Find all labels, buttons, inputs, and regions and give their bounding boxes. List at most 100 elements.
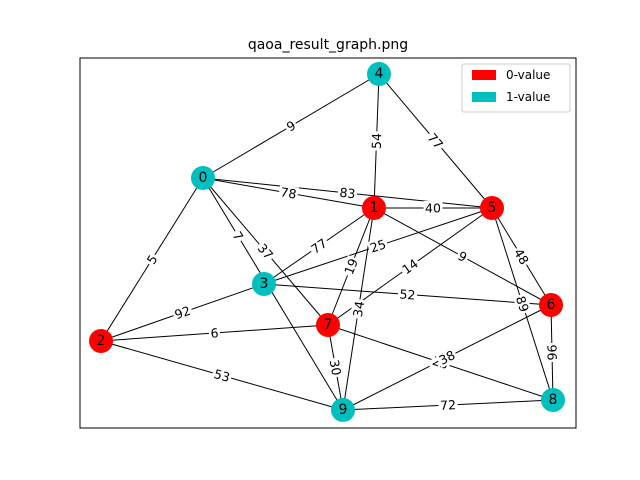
edge-weight-group-6-9: 38 [435,346,459,369]
edge-weight-1-3: 77 [308,235,330,256]
edge-weight-1-9: 34 [350,300,367,318]
edge-weight-4-5: 77 [425,130,447,152]
legend-swatch-1-value [472,92,496,102]
edge-weight-2-7: 6 [210,325,219,341]
edge-weight-group-0-5: 83 [337,185,358,202]
node-5 [480,196,504,220]
edge-weight-bg-2-7 [208,325,221,341]
edge-weight-bg-0-7 [254,239,277,264]
edge-weight-bg-5-7 [398,255,422,278]
edge-weight-group-1-3: 77 [307,234,331,258]
edge-weight-group-2-9: 53 [210,366,234,385]
edge-weight-0-5: 83 [339,185,356,202]
edge-weight-bg-0-2 [143,251,161,268]
edge-weight-group-0-4: 9 [282,117,300,135]
node-6 [539,293,563,317]
edge-weight-bg-6-8 [544,342,560,363]
edge-weight-bg-3-6 [397,286,418,303]
edge-weight-group-0-2: 5 [143,251,161,268]
edge-weight-group-5-7: 14 [398,255,422,278]
edge-weight-bg-5-6 [510,244,533,269]
edge-weight-group-4-1: 54 [369,131,385,151]
edge-weight-bg-0-5 [337,185,358,201]
legend-label-0-value: 0-value [506,68,550,82]
legend-swatch-0-value [472,70,496,80]
node-3 [252,272,276,296]
node-9 [331,398,355,422]
node-label-1: 1 [370,200,379,216]
edge-weight-bg-9-8 [438,397,458,413]
edge-weight-group-3-6: 52 [397,286,418,303]
node-label-6: 6 [547,297,556,313]
edge-weight-5-6: 48 [511,246,532,267]
edge-weight-group-1-6: 9 [454,247,471,266]
node-8 [541,388,565,412]
edge-weight-bg-1-6 [454,247,471,266]
edge-weight-0-7: 37 [255,241,277,263]
edge-weight-group-2-7: 6 [208,325,221,341]
edge-weight-bg-0-9 [229,227,247,245]
node-label-2: 2 [97,333,106,349]
node-7 [316,313,340,337]
edge-weight-bg-1-5 [423,201,443,215]
edge-weight-2-9: 53 [212,366,231,385]
edge-weight-group-0-7: 37 [254,239,277,264]
node-0 [191,166,215,190]
node-1 [362,196,386,220]
node-label-7: 7 [324,317,333,333]
edge-weight-5-7: 14 [399,256,421,277]
edge-weight-6-9: 38 [437,347,458,368]
edge-weight-bg-1-3 [307,234,331,258]
edge-weight-6-8: 96 [544,344,559,360]
edge-weight-bg-5-3 [366,236,390,256]
edge-weight-bg-4-1 [369,131,384,151]
edge-weight-4-1: 54 [369,133,385,150]
node-4 [367,62,391,86]
edge-weight-bg-5-8 [512,292,533,316]
edge-weight-7-9: 30 [327,358,345,376]
edge-weight-bg-1-7 [341,255,361,278]
edge-weight-9-8: 72 [440,397,457,413]
edge-weight-5-3: 25 [368,236,388,255]
node-label-8: 8 [549,392,558,408]
edge-weight-bg-2-9 [210,366,234,385]
edge-weight-bg-3-2 [171,302,194,323]
edge-weight-0-1: 78 [279,184,297,202]
edge-weight-group-5-6: 48 [510,244,533,269]
edge-weight-5-8: 89 [513,294,532,314]
plot-frame [79,57,577,429]
node-label-4: 4 [375,66,384,82]
edge-weight-bg-4-5 [424,129,447,153]
edge-weight-group-7-9: 30 [326,356,345,379]
legend-label-1-value: 1-value [506,90,550,104]
edge-weight-group-0-9: 7 [229,227,247,245]
edge-weight-group-4-5: 77 [424,129,447,153]
node-label-3: 3 [260,276,269,292]
edge-weight-1-5: 40 [425,201,441,216]
edge-weight-group-5-3: 25 [366,236,390,256]
edge-0-9 [202,177,344,411]
edge-weights-layer: 9788357375477407719349251448899252653302… [143,117,560,413]
edge-weight-group-5-8: 89 [512,292,533,316]
edge-weight-1-7: 19 [341,256,361,276]
edge-weight-group-1-5: 40 [423,201,443,216]
node-2 [89,329,113,353]
node-label-9: 9 [339,402,348,418]
edge-weight-bg-1-9 [350,298,367,320]
node-label-5: 5 [488,200,497,216]
edge-weight-group-0-1: 78 [277,184,300,202]
edge-weight-group-3-2: 92 [171,302,194,323]
edge-weight-bg-0-4 [282,117,300,135]
edge-weight-3-6: 52 [399,286,416,302]
legend: 0-value 1-value [461,63,571,113]
edge-weight-bg-6-9 [435,346,459,369]
edge-weight-group-6-8: 96 [544,342,560,363]
figure-title: qaoa_result_graph.png [248,37,408,53]
edge-weight-group-1-7: 19 [341,255,361,278]
edge-weight-group-9-8: 72 [438,397,458,413]
edge-weight-bg-0-1 [277,184,300,202]
edge-weight-group-1-9: 34 [350,298,367,320]
edge-weight-bg-7-9 [326,356,345,379]
